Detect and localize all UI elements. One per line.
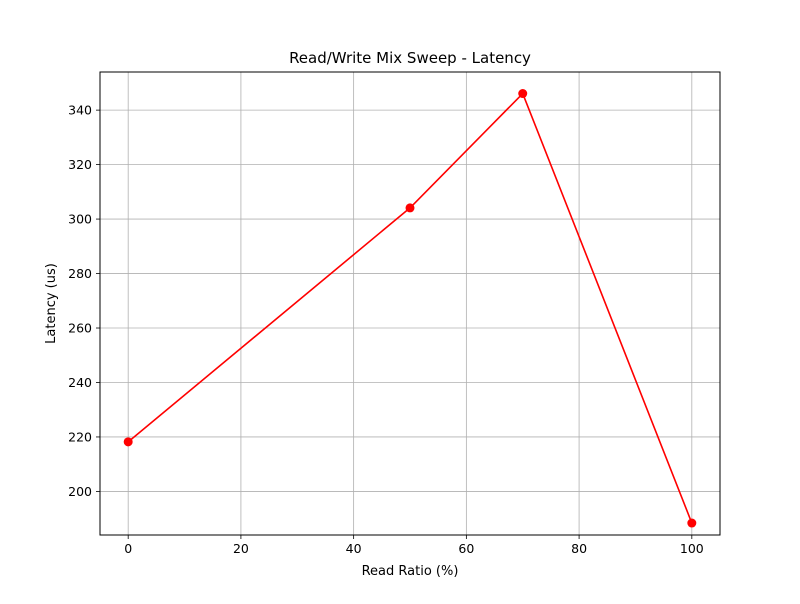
y-tick-label: 200 [68, 484, 92, 499]
y-tick-label: 280 [68, 266, 92, 281]
x-tick-label: 100 [680, 541, 704, 556]
y-axis-label: Latency (us) [44, 263, 59, 344]
data-point [687, 518, 697, 528]
y-tick-label: 260 [68, 321, 92, 336]
y-tick-label: 300 [68, 212, 92, 227]
data-point [518, 89, 528, 99]
ticks: 0 20 40 60 80 100 200 220 240 260 280 300 320 340 [68, 103, 704, 556]
data-point [405, 203, 415, 213]
y-tick-label: 220 [68, 429, 92, 444]
x-tick-label: 40 [346, 541, 362, 556]
x-tick-label: 80 [571, 541, 587, 556]
plot-frame [99, 71, 721, 536]
series-layer [123, 89, 697, 528]
chart-title: Read/Write Mix Sweep - Latency [289, 49, 531, 67]
y-tick-label: 320 [68, 157, 92, 172]
data-point [123, 437, 133, 447]
y-tick-label: 340 [68, 103, 92, 118]
x-tick-label: 20 [233, 541, 249, 556]
x-axis-label: Read Ratio (%) [362, 564, 459, 579]
x-tick-label: 60 [458, 541, 474, 556]
x-tick-label: 0 [124, 541, 132, 556]
grid [100, 72, 720, 535]
series-line [127, 92, 693, 524]
y-tick-label: 240 [68, 375, 92, 390]
